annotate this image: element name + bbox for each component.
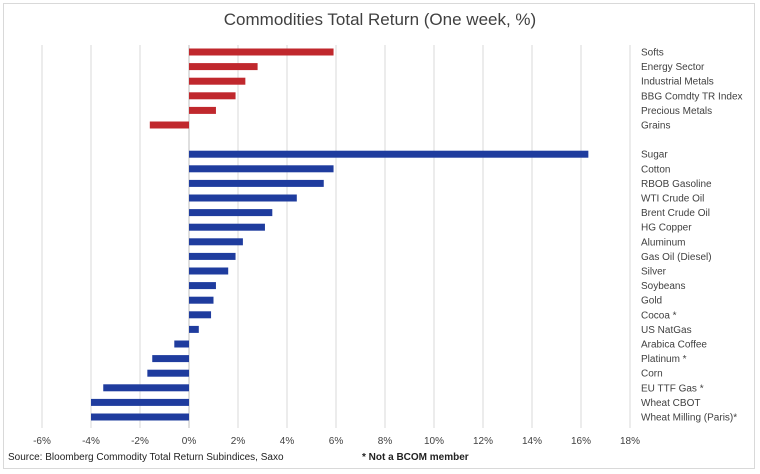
bar [189,311,212,319]
bar [189,252,236,260]
bar [189,267,229,275]
bar [174,340,189,348]
category-label: Gas Oil (Diesel) [641,252,712,263]
category-label: Arabica Coffee [641,340,707,351]
x-tick-labels: -6% -4% -2% 0% 2% 4% 6% 8% 10% 12% 14% 16% 18% [33,436,640,447]
source-note: Source: Bloomberg Commodity Total Return… [8,452,284,463]
category-label: Soybeans [641,281,685,292]
bar [189,296,214,304]
bar [91,413,189,421]
category-label: WTI Crude Oil [641,194,704,205]
bar [152,355,189,363]
bar [189,63,258,71]
chart-title: Commodities Total Return (One week, %) [223,10,537,29]
bar [189,223,265,231]
category-label: Precious Metals [641,106,712,117]
category-label: Corn [641,369,663,380]
x-tick-label: 8% [378,436,393,447]
category-label: Energy Sector [641,62,705,73]
x-tick-label: -2% [131,436,149,447]
bar [189,282,216,290]
x-tick-label: 14% [522,436,542,447]
category-label: Aluminum [641,237,685,248]
category-label: Cotton [641,164,670,175]
category-label: Brent Crude Oil [641,208,710,219]
bar [189,194,297,202]
category-label: Gold [641,296,662,307]
category-label: Silver [641,267,667,278]
category-label: Industrial Metals [641,77,714,88]
x-tick-label: -6% [33,436,51,447]
x-tick-label: 18% [620,436,640,447]
bar [147,369,189,377]
category-label: Grains [641,121,670,132]
x-tick-label: 16% [571,436,591,447]
x-tick-label: 2% [231,436,246,447]
category-label: RBOB Gasoline [641,179,712,190]
bar [189,238,243,246]
category-labels: Softs Energy Sector Industrial Metals BBG C… [641,48,743,424]
category-label: Wheat Milling (Paris)* [641,413,737,424]
bar [189,106,216,114]
x-tick-label: 4% [280,436,295,447]
bars [91,48,589,421]
bar [189,92,236,100]
category-label: Softs [641,48,664,59]
bcom-footnote: * Not a BCOM member [362,452,469,463]
bar [189,48,334,56]
category-label: BBG Comdty TR Index [641,91,743,102]
bar [189,209,273,217]
category-label: Sugar [641,150,668,161]
category-label: Cocoa * [641,310,677,321]
category-label: HG Copper [641,223,692,234]
category-label: Platinum * [641,354,687,365]
bar [189,165,334,173]
bar [189,150,589,158]
bar [189,77,246,85]
bar [103,384,189,392]
bar [149,121,189,129]
category-label: EU TTF Gas * [641,383,704,394]
x-tick-label: -4% [82,436,100,447]
bar [189,179,324,187]
x-tick-label: 6% [329,436,344,447]
bar [189,325,199,333]
grid-lines [41,45,631,428]
category-label: Wheat CBOT [641,398,700,409]
x-tick-label: 0% [182,436,197,447]
bar [91,398,189,406]
x-tick-label: 12% [473,436,493,447]
category-label: US NatGas [641,325,692,336]
x-tick-label: 10% [424,436,444,447]
